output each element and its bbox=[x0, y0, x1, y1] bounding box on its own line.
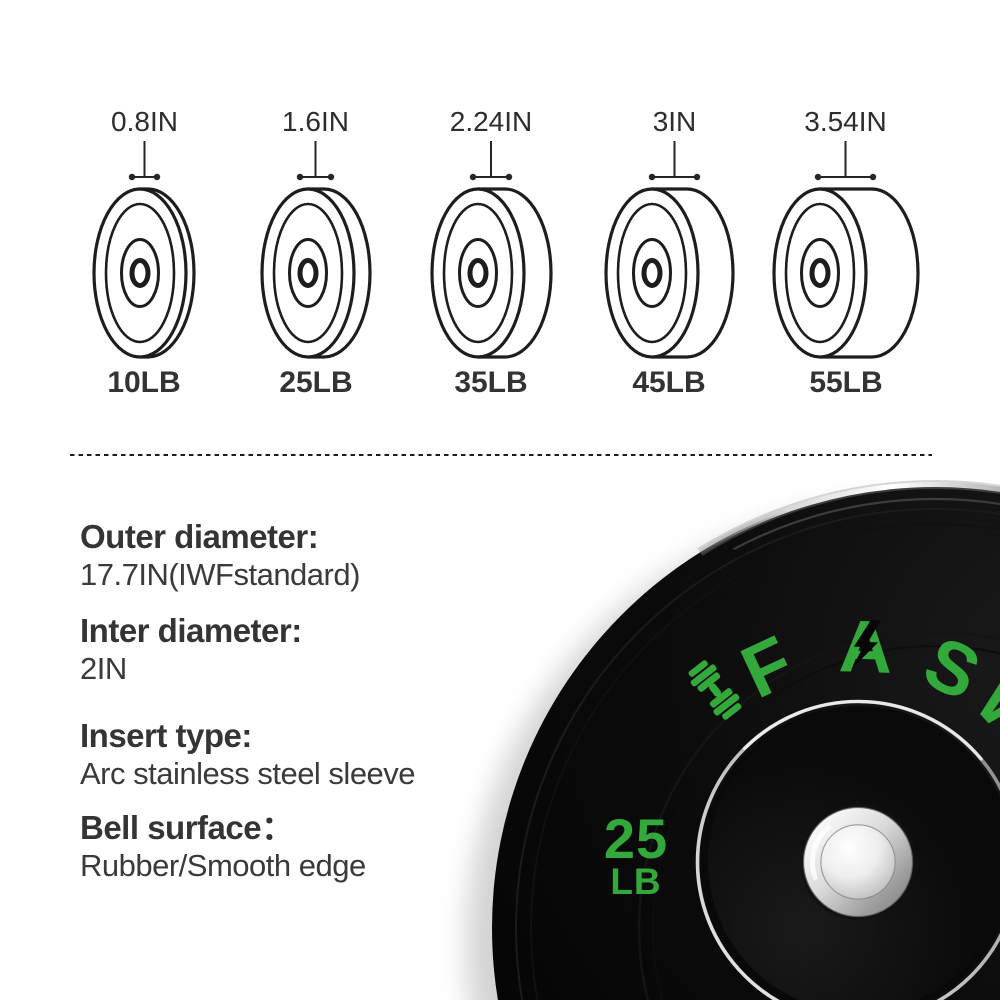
dimension-indicator bbox=[296, 141, 335, 181]
lightning-bolt-icon bbox=[852, 620, 881, 669]
weight-label: 10LB bbox=[107, 366, 180, 399]
weight-label: 35LB bbox=[454, 366, 527, 399]
weight-label: 45LB bbox=[632, 366, 705, 399]
plate-face bbox=[604, 187, 700, 359]
bumper-plate-photo: F A S W 25 LB bbox=[466, 480, 1000, 1000]
spec-value: 2IN bbox=[80, 651, 127, 686]
plate-hub bbox=[632, 238, 672, 308]
plate-hole bbox=[467, 258, 489, 288]
steel-insert bbox=[800, 804, 916, 920]
thickness-label: 0.8IN bbox=[111, 106, 178, 137]
spec-outer-diameter: Outer diameter: 17.7IN(IWFstandard) bbox=[80, 519, 360, 592]
thickness-label: 1.6IN bbox=[282, 106, 349, 137]
dimension-indicator bbox=[814, 141, 877, 181]
plate-hub bbox=[458, 238, 498, 308]
dimension-indicator bbox=[469, 141, 513, 181]
plate-face bbox=[92, 187, 188, 359]
dimension-indicator bbox=[648, 141, 701, 181]
plate-diagram-55lb: 3.54IN 55LB bbox=[772, 106, 920, 399]
plate-face bbox=[260, 187, 356, 359]
brand-green-elements: F A S W 25 LB bbox=[604, 604, 1000, 902]
plate-face bbox=[430, 187, 526, 359]
spec-insert-type: Insert type: Arc stainless steel sleeve bbox=[80, 717, 416, 791]
plate-hole bbox=[809, 258, 831, 288]
center-hole bbox=[821, 825, 895, 899]
plate-diagram-25lb: 1.6IN 25LB bbox=[260, 106, 372, 399]
plate-rim bbox=[784, 202, 856, 344]
spec-label: Insert type: bbox=[80, 717, 252, 754]
plate-hole bbox=[297, 258, 319, 288]
dimension-indicator bbox=[128, 141, 161, 181]
spec-label: Inter diameter: bbox=[80, 612, 302, 649]
plate-rim bbox=[272, 202, 344, 344]
thickness-label: 3.54IN bbox=[804, 106, 887, 137]
spec-value: 17.7IN(IWFstandard) bbox=[80, 557, 360, 592]
spec-bell-surface: Bell surface： Rubber/Smooth edge bbox=[80, 810, 366, 883]
weight-label: 55LB bbox=[809, 366, 882, 399]
spec-value: Arc stainless steel sleeve bbox=[80, 756, 416, 791]
dashed-divider bbox=[70, 454, 932, 456]
dumbbell-icon bbox=[688, 660, 742, 720]
plate-rim bbox=[104, 202, 176, 344]
plate-rim bbox=[442, 202, 514, 344]
thickness-label: 3IN bbox=[653, 106, 697, 137]
rubber-grooves bbox=[515, 508, 1000, 1000]
weight-label: 25LB bbox=[279, 366, 352, 399]
spec-label: Bell surface： bbox=[80, 809, 294, 846]
thickness-label: 2.24IN bbox=[450, 106, 533, 137]
spec-inter-diameter: Inter diameter: 2IN bbox=[80, 613, 302, 686]
spec-value: Rubber/Smooth edge bbox=[80, 848, 366, 883]
rim-highlight bbox=[698, 482, 1000, 555]
plate-weight-value: 25 bbox=[604, 807, 668, 870]
plate-hub bbox=[288, 238, 328, 308]
plate-diagram-10lb: 0.8IN 10LB bbox=[92, 106, 196, 399]
plate-hub bbox=[120, 238, 160, 308]
plate-weight-unit: LB bbox=[610, 861, 661, 902]
plate-face bbox=[772, 187, 868, 359]
rim-bevel-line bbox=[733, 497, 1000, 551]
plate-diagram-35lb: 2.24IN 35LB bbox=[430, 106, 553, 399]
plate-diagram-45lb: 3IN 45LB bbox=[604, 106, 735, 399]
size-diagram: 0.8IN 10LB 1.6IN bbox=[92, 106, 920, 399]
plate-hub bbox=[800, 238, 840, 308]
plate-hole bbox=[129, 258, 151, 288]
spec-label: Outer diameter: bbox=[80, 518, 319, 555]
plate-rim bbox=[616, 202, 688, 344]
plate-hole bbox=[641, 258, 663, 288]
hub-ring-highlight bbox=[742, 699, 983, 761]
